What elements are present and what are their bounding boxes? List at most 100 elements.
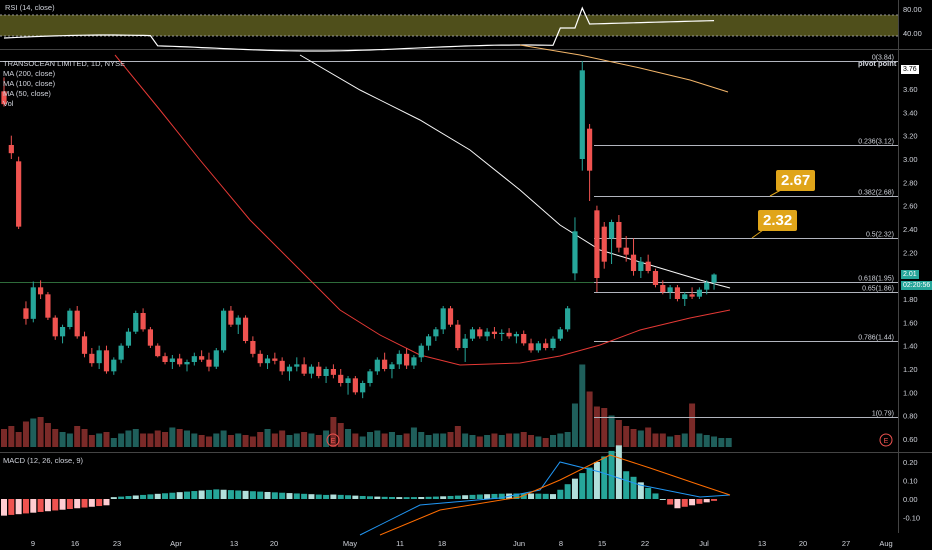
volume-bar (550, 435, 556, 447)
price-tick-label: 3.60 (903, 85, 918, 94)
candle-body (199, 356, 205, 360)
volume-bar (440, 433, 447, 447)
volume-bar (557, 433, 564, 447)
macd-histogram-bar (418, 497, 425, 499)
macd-histogram-bar (462, 495, 469, 499)
candle-body (111, 359, 117, 372)
candle-body (52, 317, 58, 337)
macd-histogram-bar (191, 491, 198, 499)
macd-histogram-bar (323, 494, 330, 499)
fib-level-label: 0.236(3.12) (858, 139, 894, 146)
candle-body (16, 161, 22, 227)
macd-histogram-bar (615, 445, 622, 499)
volume-bar (103, 432, 110, 447)
volume-bar (593, 406, 600, 447)
volume-bar (52, 429, 59, 447)
volume-bar (249, 436, 256, 447)
volume-bar (337, 423, 344, 447)
volume-bar (140, 433, 147, 447)
volume-bar (586, 391, 593, 447)
candle-body (96, 350, 102, 364)
candle-body (557, 329, 563, 339)
candle-body (440, 308, 446, 330)
macd-histogram-bar (579, 473, 586, 499)
volume-bar (37, 417, 44, 447)
macd-histogram-bar (213, 489, 220, 499)
rsi-band (0, 15, 898, 36)
volume-bar (227, 435, 234, 447)
volume-bar (315, 435, 322, 447)
volume-bar (359, 436, 366, 447)
price-tick-label: 1.60 (903, 318, 918, 327)
last-price-tag: 2.01 (901, 270, 919, 279)
candle-body (667, 287, 673, 292)
macd-histogram-bar (257, 491, 264, 499)
macd-histogram-bar (220, 489, 227, 499)
volume-bar (279, 430, 286, 447)
candle-body (294, 364, 300, 367)
time-axis-label: 9 (31, 539, 35, 548)
candle-body (543, 343, 549, 348)
volume-bar (352, 433, 359, 447)
macd-histogram-bar (140, 494, 147, 499)
volume-bar (637, 430, 644, 447)
time-axis-label: 15 (598, 539, 606, 548)
macd-histogram-bar (550, 494, 556, 499)
volume-bar (22, 421, 29, 447)
price-tick-label: 1.40 (903, 342, 918, 351)
volume-bar (44, 423, 51, 447)
macd-histogram-bar (674, 499, 681, 509)
callout-267: 2.67 (776, 170, 816, 191)
candle-body (89, 353, 95, 364)
candle-body (286, 366, 293, 372)
price-tick-label: 2.20 (903, 248, 918, 257)
macd-histogram-bar (125, 496, 132, 499)
macd-histogram-bar (74, 499, 81, 509)
candle-body (206, 359, 212, 367)
candle-body (535, 343, 541, 351)
candle-body (499, 332, 505, 334)
time-axis-label: 13 (230, 539, 238, 548)
candle-body (660, 285, 666, 292)
time-axis-label: Aug (879, 539, 892, 548)
candle-body (147, 329, 153, 346)
macd-histogram-bar (681, 499, 688, 507)
candle-body (103, 350, 110, 372)
macd-histogram-bar (337, 494, 344, 499)
volume-bar (410, 427, 417, 447)
candle-body (323, 369, 329, 376)
macd-histogram-bar (513, 493, 520, 499)
macd-histogram-bar (484, 494, 491, 499)
event-marker-icon (879, 433, 893, 447)
volume-bar (330, 417, 337, 447)
candle-body (250, 341, 256, 354)
candle-body (45, 294, 51, 318)
macd-histogram-bar (623, 471, 630, 499)
candle-body (279, 360, 285, 372)
volume-bar (388, 432, 395, 447)
legend-symbol: TRANSOCEAN LIMITED, 1D, NYSE (3, 59, 126, 68)
volume-bar (506, 433, 513, 447)
macd-histogram-bar (118, 496, 125, 499)
macd-histogram-bar (169, 492, 176, 499)
volume-bar (286, 435, 293, 447)
candle-body (425, 336, 432, 346)
macd-histogram-bar (301, 493, 308, 499)
candle-body (674, 287, 681, 299)
price-tick-label: 1.00 (903, 388, 918, 397)
volume-bar (205, 436, 212, 447)
pivot-price-tag: 3.76 (901, 65, 919, 74)
rsi-line (3, 6, 715, 52)
volume-bar (418, 432, 425, 447)
volume-bar (659, 433, 666, 447)
macd-histogram-bar (264, 491, 271, 499)
macd-histogram-bar (286, 493, 293, 499)
legend-ma100: MA (100, close) (3, 79, 56, 88)
volume-bar (374, 430, 381, 447)
volume-bar (15, 432, 22, 447)
candle-body (330, 369, 336, 375)
candle-body (513, 334, 519, 337)
volume-bar (623, 426, 630, 447)
macd-histogram-bar (315, 494, 322, 499)
